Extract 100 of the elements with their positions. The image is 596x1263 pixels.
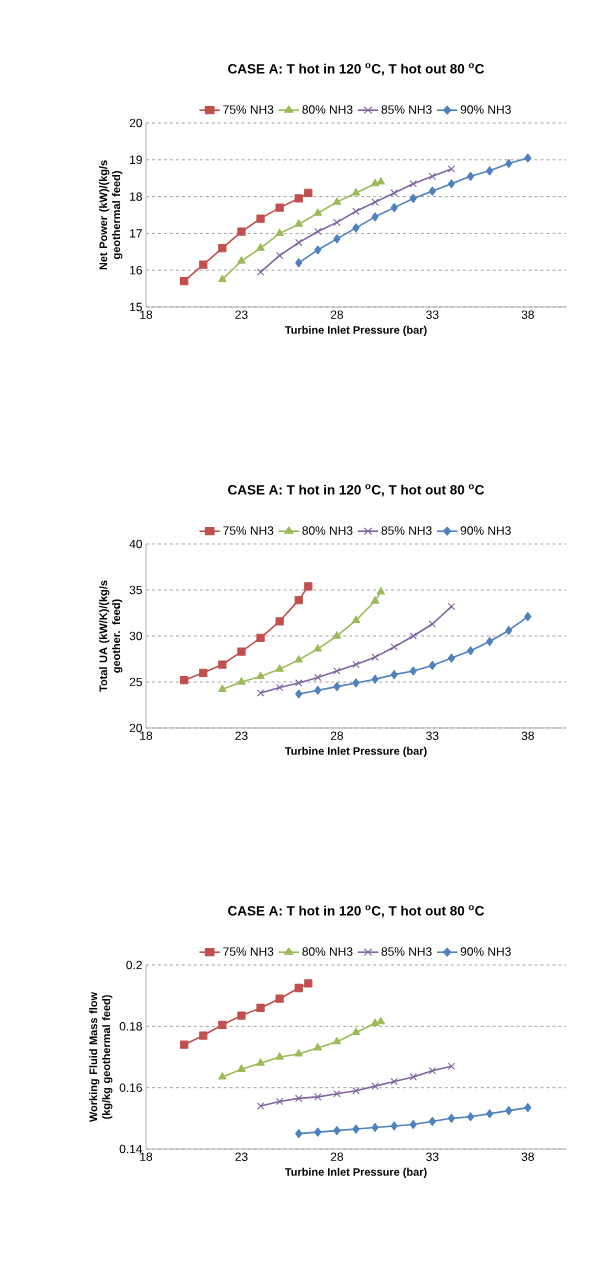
point	[295, 679, 303, 687]
x-tick-label: 18	[140, 310, 153, 319]
point	[294, 595, 303, 605]
point	[295, 238, 303, 247]
point	[295, 258, 303, 268]
point	[376, 587, 385, 595]
point	[304, 582, 313, 591]
point	[352, 223, 360, 233]
point	[333, 234, 341, 244]
point	[218, 660, 227, 669]
point	[237, 227, 246, 236]
x-tick-label: 33	[426, 731, 439, 740]
point	[295, 689, 303, 699]
point	[332, 197, 342, 205]
point	[275, 251, 284, 260]
legend-label: 85% NH3	[381, 947, 432, 956]
x-tick-label: 38	[521, 731, 534, 740]
point	[428, 186, 436, 196]
point	[275, 1052, 284, 1060]
point	[237, 677, 246, 685]
point	[447, 653, 455, 663]
point	[313, 208, 322, 216]
point	[428, 620, 437, 628]
point	[218, 684, 227, 692]
point	[428, 172, 437, 181]
point	[428, 1067, 437, 1075]
point	[295, 1129, 303, 1139]
point	[275, 664, 284, 672]
point	[256, 689, 265, 697]
legend-label: 75% NH3	[223, 105, 274, 114]
point	[199, 668, 208, 677]
point	[237, 1011, 246, 1020]
legend-label: 80% NH3	[302, 105, 353, 114]
legend-label: 75% NH3	[223, 947, 274, 956]
legend-label: 80% NH3	[302, 526, 353, 535]
point	[314, 227, 322, 236]
point	[351, 1027, 361, 1036]
point	[467, 1112, 475, 1122]
point	[333, 1090, 341, 1098]
point	[524, 612, 532, 622]
point	[314, 685, 322, 695]
point	[313, 644, 322, 652]
point	[409, 1119, 417, 1129]
point	[409, 179, 417, 188]
point	[275, 1097, 284, 1106]
point	[447, 165, 456, 173]
point	[505, 625, 513, 636]
chart-title: CASE A: T hot in 120 $^{o}$C, T hot out 80 $^{o}$C	[228, 484, 485, 497]
point	[256, 1102, 265, 1110]
point	[237, 1064, 246, 1072]
x-tick-label: 28	[330, 1152, 344, 1161]
point	[294, 219, 303, 227]
point	[237, 647, 246, 656]
point	[351, 188, 361, 196]
point	[390, 1121, 398, 1131]
legend-label: 90% NH3	[460, 105, 511, 114]
point	[486, 1109, 494, 1119]
point	[199, 260, 208, 269]
point	[314, 673, 322, 682]
point	[180, 1040, 189, 1049]
point	[390, 203, 398, 213]
point	[256, 243, 265, 251]
point	[352, 207, 360, 216]
y-tick-label: 40	[129, 539, 143, 549]
point	[371, 1082, 379, 1090]
point	[370, 596, 380, 604]
x-tick-label: 38	[521, 310, 534, 319]
y-tick-label: 15	[130, 302, 142, 312]
point	[467, 646, 475, 656]
point	[333, 1126, 341, 1136]
x-axis-title: Turbine Inlet Pressure (bar)	[284, 746, 427, 758]
point	[294, 194, 303, 203]
point	[332, 631, 342, 639]
point	[295, 1094, 303, 1103]
point	[409, 666, 417, 676]
point	[256, 1058, 265, 1066]
x-axis-title: Turbine Inlet Pressure (bar)	[284, 325, 427, 337]
point	[376, 1017, 385, 1025]
point	[313, 1043, 322, 1051]
point	[390, 643, 398, 651]
chart-title: CASE A: T hot in 120 $^{o}$C, T hot out 80 $^{o}$C	[228, 905, 485, 918]
point	[371, 212, 379, 222]
y-tick-label: 30	[129, 631, 143, 641]
point	[256, 268, 265, 276]
point	[447, 179, 455, 189]
point	[371, 198, 379, 206]
point	[390, 1077, 398, 1086]
legend-label: 85% NH3	[381, 105, 432, 114]
point	[314, 1093, 322, 1101]
point	[505, 1106, 513, 1116]
point	[218, 243, 227, 253]
point	[256, 1003, 265, 1013]
point	[218, 1020, 227, 1029]
point	[314, 1127, 322, 1137]
y-tick-label: 19	[130, 155, 142, 165]
y-tick-label: 0.14	[119, 1144, 143, 1154]
legend-label: 90% NH3	[460, 526, 511, 535]
point	[352, 660, 360, 669]
point	[351, 615, 361, 623]
legend-label: 85% NH3	[381, 526, 432, 535]
